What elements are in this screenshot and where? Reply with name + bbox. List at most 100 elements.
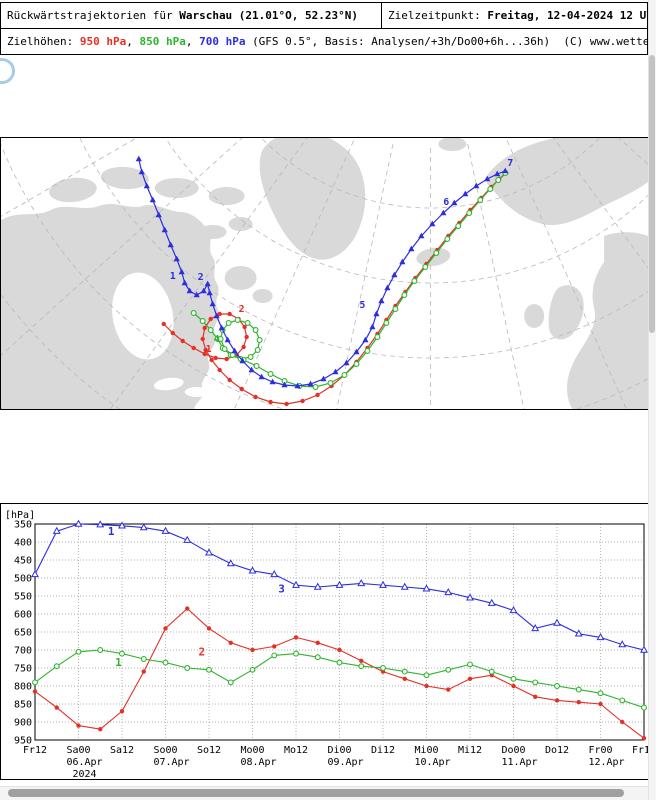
horizontal-scrollbar-thumb[interactable] — [8, 789, 624, 797]
arctic-island — [138, 220, 175, 236]
arctic-island — [208, 187, 245, 205]
svg-text:09.Apr: 09.Apr — [327, 757, 363, 768]
svg-text:5: 5 — [359, 300, 365, 311]
svg-text:500: 500 — [14, 574, 32, 585]
land-north-america — [1, 204, 219, 409]
svg-text:UT: UT — [646, 745, 649, 756]
header-target-cell: Zielzeitpunkt: Freitag, 12-04-2024 12 UT — [382, 3, 647, 28]
svg-text:2024: 2024 — [72, 769, 96, 779]
vertical-scrollbar-thumb[interactable] — [649, 55, 655, 333]
levels-label: Zielhöhen: — [7, 35, 74, 48]
copyright: (C) www.wetter3.d — [563, 35, 647, 48]
svg-text:2: 2 — [198, 645, 205, 658]
level-700-hPa: 700 hPa — [199, 35, 246, 48]
header-table: Rückwärtstrajektorien für Warschau (21.0… — [0, 2, 648, 55]
svg-text:Sa00: Sa00 — [66, 745, 90, 756]
svg-text:350: 350 — [14, 520, 32, 531]
chart-frame — [34, 523, 645, 741]
svg-text:06.Apr: 06.Apr — [66, 757, 102, 768]
svg-text:07.Apr: 07.Apr — [153, 757, 189, 768]
target-time-value: Freitag, 12-04-2024 12 UT — [487, 9, 647, 22]
svg-text:1: 1 — [108, 525, 115, 538]
graticule-grid — [1, 138, 648, 409]
landmasses — [1, 138, 648, 409]
header-title-cell: Rückwärtstrajektorien für Warschau (21.0… — [1, 3, 382, 28]
target-time-label: Zielzeitpunkt: — [388, 9, 481, 22]
great-britain — [548, 285, 584, 340]
arctic-island — [100, 166, 149, 190]
svg-text:Do00: Do00 — [501, 745, 525, 756]
svg-text:10.Apr: 10.Apr — [414, 757, 450, 768]
svg-text:Fr00: Fr00 — [588, 745, 612, 756]
chart-annotations: 1 3 2 1 — [108, 525, 285, 669]
level-950-hPa: 950 hPa — [79, 35, 127, 48]
svg-text:So12: So12 — [197, 745, 221, 756]
title-city: Warschau (21.01°O, 52.23°N) — [179, 9, 359, 22]
svg-text:1: 1 — [115, 656, 122, 669]
svg-text:850: 850 — [14, 700, 32, 711]
newfoundland — [252, 289, 273, 303]
svg-text:So00: So00 — [153, 745, 177, 756]
hudson-bay — [112, 272, 174, 360]
title-label: Rückwärtstrajektorien für — [7, 9, 173, 22]
svg-text:Fr12: Fr12 — [632, 745, 649, 756]
svg-text:700: 700 — [14, 646, 32, 657]
trajectory-lines — [135, 155, 509, 407]
svg-text:1: 1 — [206, 344, 212, 355]
chart-series — [31, 519, 648, 741]
svg-text:550: 550 — [14, 592, 32, 603]
svg-text:2: 2 — [239, 304, 245, 315]
arctic-island — [198, 225, 227, 239]
scandinavia — [486, 138, 648, 225]
svg-text:Di12: Di12 — [371, 745, 395, 756]
arctic-island — [228, 217, 253, 231]
svg-text:3: 3 — [278, 582, 285, 595]
model-info: (GFS 0.5°, Basis: Analysen/+3h/Do00+6h..… — [252, 35, 551, 48]
svg-text:7: 7 — [507, 158, 513, 169]
svg-text:11.Apr: 11.Apr — [501, 757, 537, 768]
svg-text:Mi00: Mi00 — [414, 745, 438, 756]
svg-text:Mo12: Mo12 — [284, 745, 308, 756]
svg-text:Sa12: Sa12 — [110, 745, 134, 756]
arctic-island — [82, 214, 119, 230]
svg-text:Mo00: Mo00 — [240, 745, 264, 756]
greenland — [259, 138, 366, 260]
svg-text:800: 800 — [14, 682, 32, 693]
pressure-time-chart: [hPa] 350 400 450 500 550 600 650 700 750 800 850 9… — [5, 510, 649, 780]
great-lake — [184, 387, 209, 397]
vertical-scrollbar-track[interactable] — [648, 0, 656, 800]
svg-text:Mi12: Mi12 — [458, 745, 482, 756]
labrador — [224, 266, 257, 290]
svg-text:12.Apr: 12.Apr — [588, 757, 624, 768]
ireland — [524, 304, 545, 328]
partial-circle-icon — [0, 58, 15, 84]
pressure-time-panel: [hPa] 350 400 450 500 550 600 650 700 750 800 850 9… — [0, 503, 650, 780]
level-850-hPa: 850 hPa — [139, 35, 186, 48]
y-axis-unit-label: [hPa] — [5, 510, 35, 521]
arctic-island — [154, 178, 199, 198]
svg-text:400: 400 — [14, 538, 32, 549]
chart-grid — [34, 523, 645, 741]
svg-text:650: 650 — [14, 628, 32, 639]
svg-text:600: 600 — [14, 610, 32, 621]
svg-text:950: 950 — [14, 736, 32, 747]
svalbard — [438, 138, 467, 151]
svg-text:750: 750 — [14, 664, 32, 675]
header-row-2: Zielhöhen: 950 hPa, 850 hPa, 700 hPa (GF… — [1, 29, 647, 54]
svg-text:6: 6 — [443, 197, 449, 208]
great-lake — [153, 377, 184, 391]
target-levels: 950 hPa, 850 hPa, 700 hPa — [79, 35, 246, 48]
svg-text:900: 900 — [14, 718, 32, 729]
svg-text:2: 2 — [198, 272, 204, 283]
svg-text:08.Apr: 08.Apr — [240, 757, 276, 768]
chart-axis-labels: 350 400 450 500 550 600 650 700 750 800 850 900 950 F… — [14, 520, 649, 780]
svg-text:Do12: Do12 — [545, 745, 569, 756]
svg-text:Di00: Di00 — [327, 745, 351, 756]
arctic-island — [49, 177, 97, 203]
header-row-1: Rückwärtstrajektorien für Warschau (21.0… — [1, 3, 647, 29]
svg-text:450: 450 — [14, 556, 32, 567]
svg-text:4: 4 — [214, 334, 220, 345]
